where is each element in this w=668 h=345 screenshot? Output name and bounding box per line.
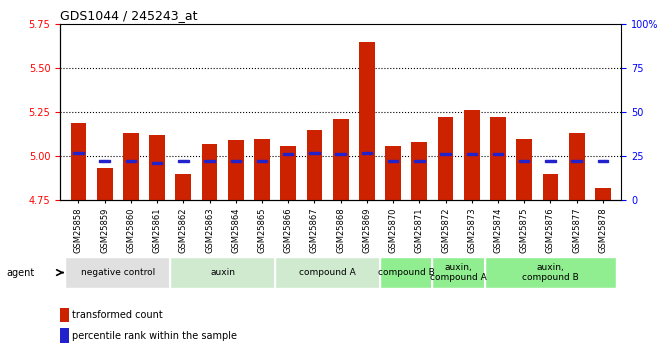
Text: agent: agent: [7, 268, 35, 277]
Text: transformed count: transformed count: [72, 310, 163, 320]
Bar: [542, 174, 558, 200]
Bar: [73, 151, 84, 154]
Bar: [335, 153, 346, 155]
Text: negative control: negative control: [81, 268, 155, 277]
Bar: [126, 160, 136, 162]
Bar: [178, 160, 188, 162]
Bar: [123, 133, 139, 200]
Text: compound A: compound A: [299, 268, 356, 277]
Bar: [519, 160, 530, 162]
Bar: [385, 146, 401, 200]
Bar: [281, 146, 296, 200]
Bar: [568, 133, 584, 200]
Bar: [204, 160, 215, 162]
Bar: [97, 168, 113, 200]
Bar: [571, 160, 582, 162]
FancyBboxPatch shape: [380, 257, 432, 288]
Bar: [440, 153, 451, 155]
Bar: [202, 144, 218, 200]
Bar: [359, 42, 375, 200]
Bar: [283, 153, 293, 155]
Bar: [490, 117, 506, 200]
Bar: [228, 140, 244, 200]
FancyBboxPatch shape: [65, 257, 170, 288]
Bar: [60, 328, 69, 343]
FancyBboxPatch shape: [432, 257, 485, 288]
Bar: [152, 162, 162, 164]
Bar: [493, 153, 503, 155]
Bar: [516, 139, 532, 200]
Bar: [333, 119, 349, 200]
Bar: [230, 160, 241, 162]
Text: GDS1044 / 245243_at: GDS1044 / 245243_at: [60, 9, 198, 22]
Bar: [545, 160, 556, 162]
Bar: [595, 188, 611, 200]
Bar: [388, 160, 398, 162]
Bar: [361, 151, 372, 154]
Text: auxin,
compound B: auxin, compound B: [522, 263, 578, 282]
Text: percentile rank within the sample: percentile rank within the sample: [72, 331, 237, 341]
Bar: [149, 135, 165, 200]
Bar: [60, 308, 69, 322]
Text: compound B: compound B: [378, 268, 435, 277]
Bar: [176, 174, 191, 200]
Bar: [464, 110, 480, 200]
Bar: [411, 142, 428, 200]
Bar: [71, 123, 86, 200]
Bar: [254, 139, 270, 200]
Bar: [438, 117, 454, 200]
Text: auxin,
compound A: auxin, compound A: [430, 263, 487, 282]
Bar: [257, 160, 267, 162]
FancyBboxPatch shape: [275, 257, 380, 288]
Bar: [307, 130, 323, 200]
FancyBboxPatch shape: [485, 257, 616, 288]
FancyBboxPatch shape: [170, 257, 275, 288]
Bar: [100, 160, 110, 162]
Bar: [309, 151, 320, 154]
Bar: [414, 160, 425, 162]
Text: auxin: auxin: [210, 268, 235, 277]
Bar: [466, 153, 477, 155]
Bar: [598, 160, 608, 162]
